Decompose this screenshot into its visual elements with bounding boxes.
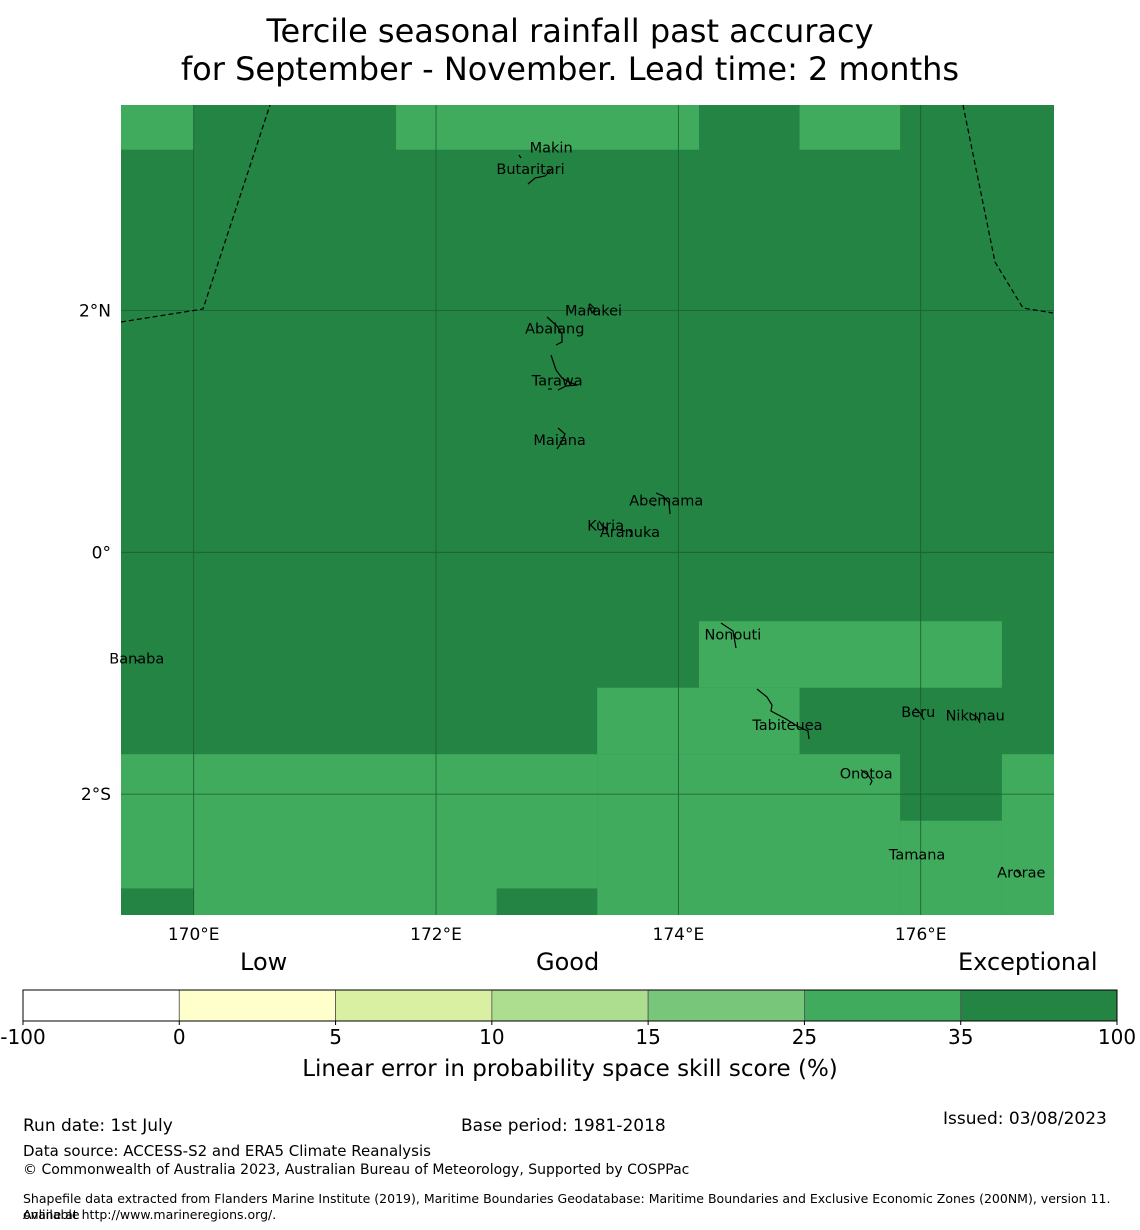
colorbar-tick-label: 25	[792, 1025, 817, 1049]
coastline-marakei	[588, 303, 596, 315]
coastline-maiana	[556, 427, 566, 450]
coastline-tabiteuea	[756, 688, 810, 740]
colorbar-tick-label: 10	[479, 1025, 504, 1049]
skill-grid	[121, 105, 1054, 915]
coastline-tamana	[915, 856, 919, 860]
eez-boundaries	[120, 104, 1054, 323]
island-label: Maiana	[533, 433, 585, 449]
colorbar-bins	[22, 989, 1118, 1022]
colorbar-label: Linear error in probability space skill …	[302, 1056, 838, 1082]
skill-cell	[698, 621, 1002, 688]
coastline-aranuka	[619, 529, 633, 538]
island-label: Marakei	[565, 304, 622, 320]
island-label: Arorae	[997, 866, 1045, 882]
island-label: Aranuka	[600, 525, 660, 541]
shapefile-credit-line2: online at http://www.marineregions.org/.	[23, 1207, 277, 1222]
coastline-arorae	[1015, 869, 1023, 877]
skill-cell	[597, 687, 800, 755]
colorbar-bin	[22, 989, 180, 1022]
coastline-abaiang	[546, 316, 563, 346]
colorbar-tick-labels: -100 0 5 10 15 25 35 100	[0, 1021, 1136, 1049]
colorbar-tick-label: -100	[0, 1025, 45, 1049]
skill-cell	[900, 820, 1002, 915]
coastline-nikunau	[969, 712, 981, 724]
lon-tick-label: 176°E	[895, 925, 947, 945]
colorbar-bin	[804, 989, 962, 1022]
skill-cell	[396, 105, 699, 150]
coastline-banaba	[135, 659, 139, 662]
coastline-nonouti	[720, 622, 737, 649]
issued-date: Issued: 03/08/2023	[943, 1109, 1107, 1129]
eez-boundary-west	[120, 104, 271, 323]
copyright: © Commonwealth of Australia 2023, Austra…	[23, 1162, 690, 1178]
colorbar-tick-label: 15	[635, 1025, 660, 1049]
colorbar-tick-label: 35	[948, 1025, 973, 1049]
skill-cell	[121, 754, 598, 915]
skill-cell	[1001, 754, 1054, 915]
island-label: Tabiteuea	[751, 718, 822, 734]
legend-category-low: Low	[240, 948, 288, 976]
island-label: Nonouti	[705, 628, 762, 644]
data-source: Data source: ACCESS-S2 and ERA5 Climate …	[23, 1142, 431, 1160]
lon-tick-label: 172°E	[410, 925, 462, 945]
island-label: Abaiang	[525, 322, 584, 338]
coastline-abemama	[650, 492, 671, 515]
axis-tick-labels: 170°E 172°E 174°E 176°E 2°N 0° 2°S	[79, 302, 947, 945]
island-label: Tarawa	[531, 374, 583, 390]
colorbar-bin	[960, 989, 1118, 1022]
coastline-makin	[527, 167, 554, 185]
skill-cell	[121, 105, 194, 150]
coastline-butaritari	[518, 154, 522, 159]
map-title-line1: Tercile seasonal rainfall past accuracy	[266, 12, 874, 50]
legend-category-good: Good	[536, 948, 600, 976]
island-label: Kuria	[587, 519, 624, 535]
colorbar-tick-label: 0	[173, 1025, 186, 1049]
coastline-onotoa	[860, 769, 873, 786]
skill-cell	[496, 888, 598, 915]
eez-boundary-east	[962, 104, 1054, 314]
run-date: Run date: 1st July	[23, 1116, 173, 1136]
island-label: Tamana	[888, 848, 945, 864]
base-period: Base period: 1981-2018	[461, 1116, 666, 1136]
colorbar-bin	[178, 989, 336, 1022]
skill-cell	[121, 888, 194, 915]
legend-category-exceptional: Exceptional	[958, 948, 1098, 976]
map-canvas: Makin Butaritari Marakei Abaiang Tarawa Maian…	[79, 104, 1054, 945]
lat-tick-label: 2°N	[79, 302, 111, 322]
skill-cell	[799, 105, 901, 150]
colorbar-tick-label: 5	[329, 1025, 342, 1049]
coastline-tarawa	[550, 354, 578, 391]
colorbar-bin	[335, 989, 493, 1022]
colorbar: -100 0 5 10 15 25 35 100	[0, 989, 1136, 1049]
lon-tick-label: 170°E	[168, 925, 220, 945]
lat-lon-gridlines	[121, 105, 1054, 915]
colorbar-bin	[647, 989, 805, 1022]
coastline-beru	[914, 707, 925, 721]
island-label: Beru	[901, 705, 935, 721]
island-label: Nikunau	[946, 709, 1005, 725]
island-label: Makin	[530, 140, 573, 156]
island-labels: Makin Butaritari Marakei Abaiang Tarawa Maian…	[109, 140, 1045, 881]
colorbar-outline	[22, 989, 1118, 1022]
lat-tick-label: 2°S	[81, 785, 111, 805]
colorbar-tick-label: 100	[1098, 1025, 1136, 1049]
skill-cell	[597, 754, 901, 915]
map-title-line2: for September - November. Lead time: 2 m…	[180, 50, 960, 88]
colorbar-bin	[491, 989, 649, 1022]
island-outlines	[135, 154, 1023, 877]
island-label: Onotoa	[840, 767, 893, 783]
shapefile-credit-line1: Shapefile data extracted from Flanders M…	[23, 1191, 1111, 1222]
coastline-kuria	[598, 520, 608, 529]
island-label: Abemama	[629, 493, 703, 509]
lon-tick-label: 174°E	[653, 925, 705, 945]
island-label: Banaba	[109, 652, 164, 668]
lat-tick-label: 0°	[92, 543, 111, 563]
island-label: Butaritari	[496, 162, 564, 178]
